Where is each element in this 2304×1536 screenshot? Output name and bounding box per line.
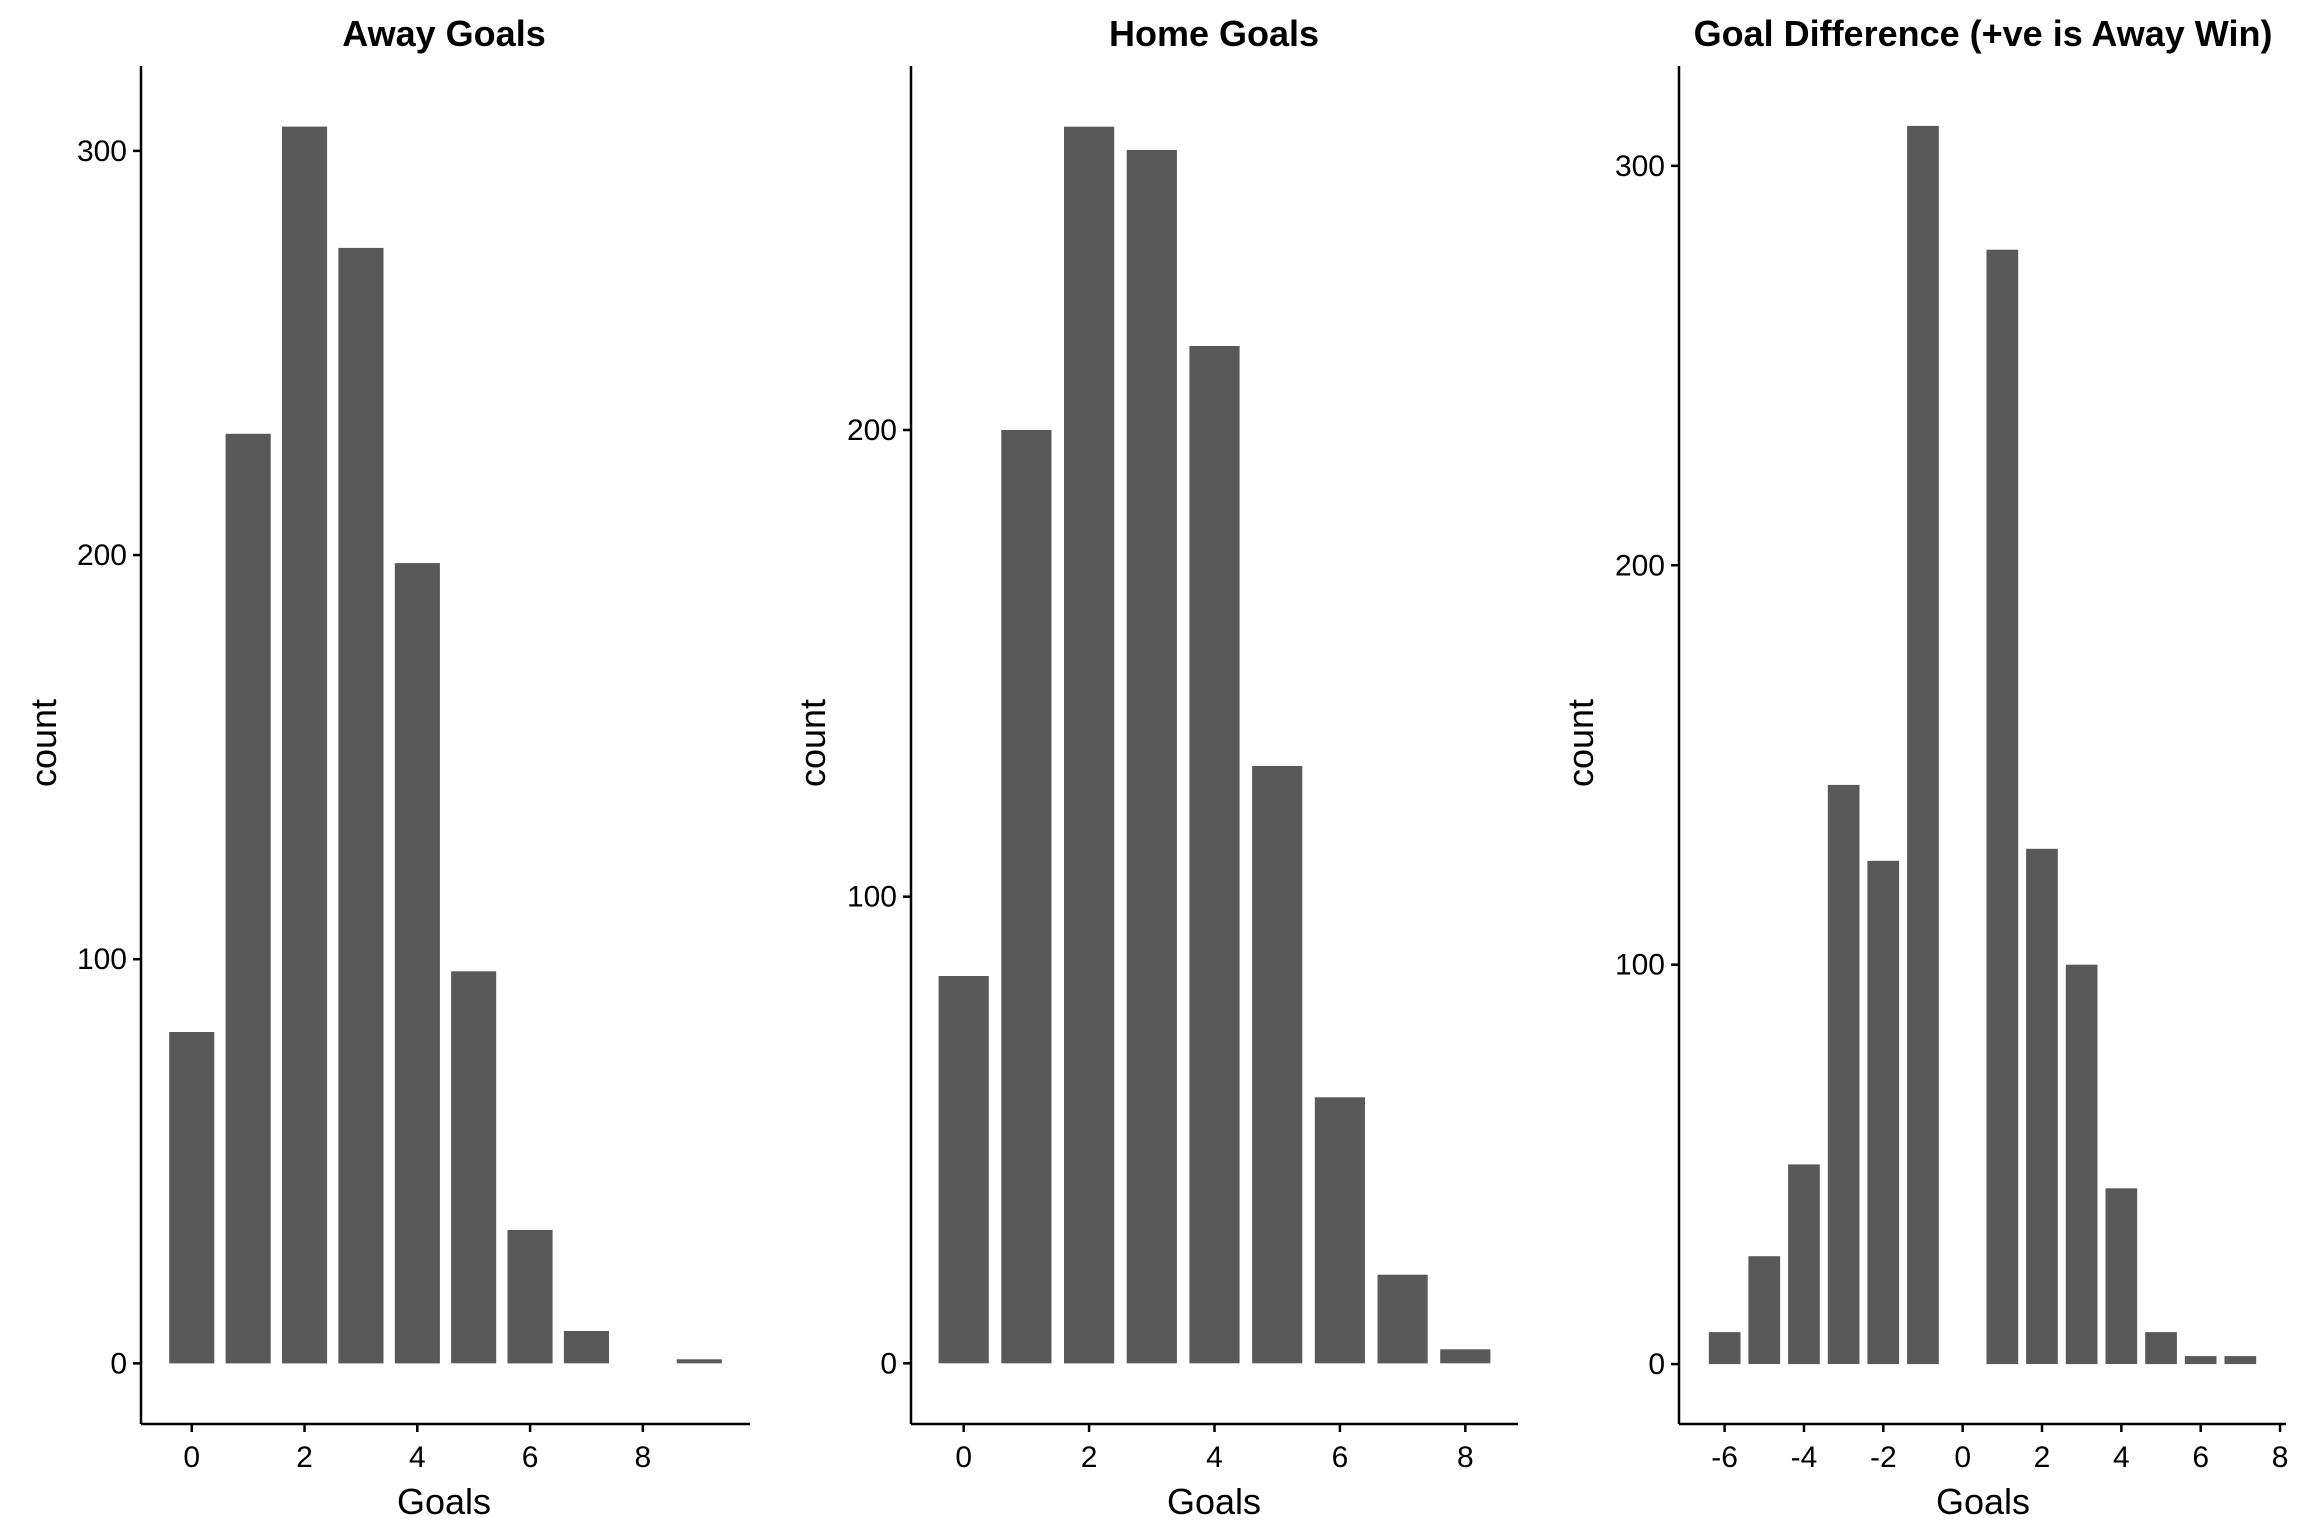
panel-goal-difference: Goal Difference (+ve is Away Win) Goals … xyxy=(1560,13,2288,1522)
bar xyxy=(507,1230,553,1364)
bar xyxy=(1867,860,1900,1365)
y-tick-label: 200 xyxy=(77,539,127,572)
bar xyxy=(1314,1097,1365,1364)
bar xyxy=(1440,1349,1491,1364)
y-axis-title: count xyxy=(23,699,64,787)
y-tick-label: 0 xyxy=(110,1347,127,1380)
x-tick-label: 8 xyxy=(2272,1441,2289,1474)
x-tick-label: 2 xyxy=(2034,1441,2051,1474)
bar xyxy=(1827,784,1860,1364)
x-tick-label: 4 xyxy=(2113,1441,2130,1474)
bar xyxy=(1788,1164,1820,1365)
x-axis-title: Goals xyxy=(397,1481,491,1522)
bar xyxy=(2105,1188,2138,1364)
x-tick-label: 2 xyxy=(1081,1441,1098,1474)
y-axis-title: count xyxy=(1560,699,1601,787)
bar xyxy=(169,1032,215,1364)
x-axis-title: Goals xyxy=(1167,1481,1261,1522)
panel-title: Goal Difference (+ve is Away Win) xyxy=(1694,13,2273,54)
y-tick-label: 200 xyxy=(1615,549,1665,582)
y-tick-label: 300 xyxy=(77,135,127,168)
y-tick-label: 0 xyxy=(1648,1348,1665,1381)
bar xyxy=(2026,848,2058,1364)
bar xyxy=(1907,125,1939,1365)
x-tick-label: 0 xyxy=(955,1441,972,1474)
bar xyxy=(282,126,328,1364)
y-tick-label: 0 xyxy=(880,1347,897,1380)
bar xyxy=(225,433,271,1364)
bar xyxy=(451,971,497,1364)
bar xyxy=(2184,1356,2217,1365)
bar xyxy=(676,1359,722,1364)
x-tick-label: -2 xyxy=(1870,1441,1897,1474)
x-tick-label: 6 xyxy=(522,1441,539,1474)
x-tick-label: 8 xyxy=(635,1441,652,1474)
x-axis-title: Goals xyxy=(1936,1481,2030,1522)
bar xyxy=(563,1331,609,1364)
y-tick-label: 100 xyxy=(847,881,897,914)
panel-title: Home Goals xyxy=(1109,13,1319,54)
bar xyxy=(2145,1332,2177,1365)
bar xyxy=(1986,249,2019,1365)
bar xyxy=(338,247,384,1364)
bar xyxy=(394,563,440,1364)
y-tick-label: 100 xyxy=(77,943,127,976)
bar xyxy=(938,976,989,1364)
bar xyxy=(1126,150,1177,1364)
x-tick-label: -4 xyxy=(1791,1441,1818,1474)
panel-title: Away Goals xyxy=(342,13,545,54)
y-tick-label: 100 xyxy=(1615,949,1665,982)
x-tick-label: -6 xyxy=(1711,1441,1738,1474)
bar xyxy=(1001,430,1052,1364)
y-axis-title: count xyxy=(792,699,833,787)
y-tick-label: 300 xyxy=(1615,150,1665,183)
bar xyxy=(2224,1356,2257,1365)
bar xyxy=(1377,1274,1428,1364)
x-tick-label: 6 xyxy=(1332,1441,1349,1474)
bar xyxy=(1748,1256,1781,1364)
x-tick-label: 0 xyxy=(1954,1441,1971,1474)
bar xyxy=(1189,346,1240,1364)
bar xyxy=(1252,766,1303,1364)
x-tick-label: 2 xyxy=(296,1441,313,1474)
bar xyxy=(1064,126,1115,1364)
x-tick-label: 4 xyxy=(1206,1441,1223,1474)
panel-away-goals: Away Goals Goals count 0 100 200 300 0 2 4 6 8 xyxy=(23,13,750,1522)
bar xyxy=(1708,1332,1741,1365)
x-tick-label: 4 xyxy=(409,1441,426,1474)
x-tick-label: 0 xyxy=(183,1441,200,1474)
panel-home-goals: Home Goals Goals count 0 100 200 0 2 4 6 8 xyxy=(792,13,1518,1522)
y-tick-label: 200 xyxy=(847,414,897,447)
x-tick-label: 8 xyxy=(1457,1441,1474,1474)
x-tick-label: 6 xyxy=(2192,1441,2209,1474)
bar xyxy=(2065,964,2098,1365)
